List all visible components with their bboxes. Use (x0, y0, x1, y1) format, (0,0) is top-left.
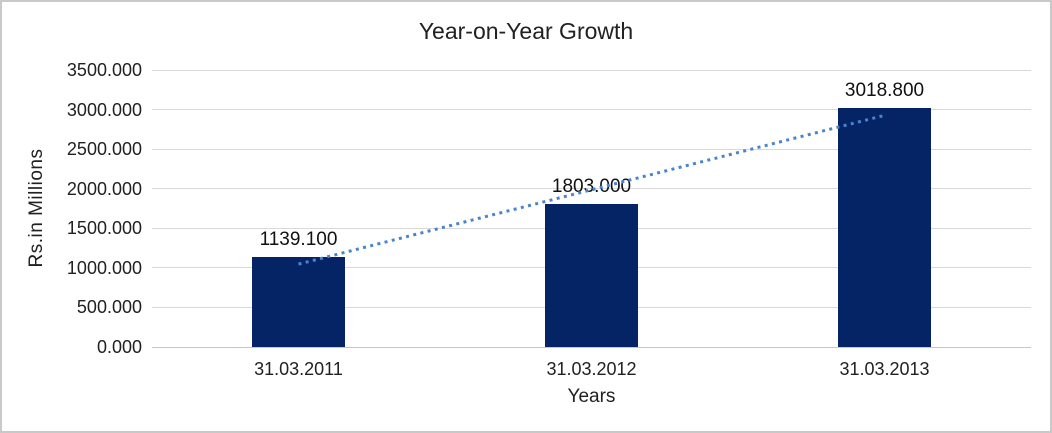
bar (838, 108, 931, 347)
chart-title: Year-on-Year Growth (418, 18, 634, 44)
x-axis-tick-label: 31.03.2011 (254, 359, 343, 379)
y-axis-tick-label: 1000.000 (66, 257, 142, 278)
bar-data-label: 1139.100 (259, 228, 338, 250)
y-axis-tick-label: 3500.000 (66, 60, 142, 80)
x-axis-tick-label: 31.03.2012 (546, 359, 637, 379)
gridline (152, 346, 1031, 348)
bar-data-label: 3018.800 (844, 80, 925, 102)
y-axis-tick-label: 500.000 (76, 297, 142, 318)
gridline (152, 69, 1031, 71)
bar-data-label: 1803.000 (551, 176, 632, 198)
y-axis-tick-label: 1500.000 (66, 218, 142, 239)
y-axis-tick-label: 0.000 (96, 337, 142, 357)
bar (252, 256, 345, 347)
gridline (152, 109, 1031, 111)
y-axis-tick-label: 2000.000 (66, 178, 142, 199)
x-axis-title: Years (567, 386, 616, 407)
y-axis-tick-label: 2500.000 (66, 139, 142, 160)
x-axis-tick-label: 31.03.2013 (839, 359, 930, 379)
bar (545, 204, 638, 347)
y-axis-tick-label: 3000.000 (66, 99, 142, 120)
